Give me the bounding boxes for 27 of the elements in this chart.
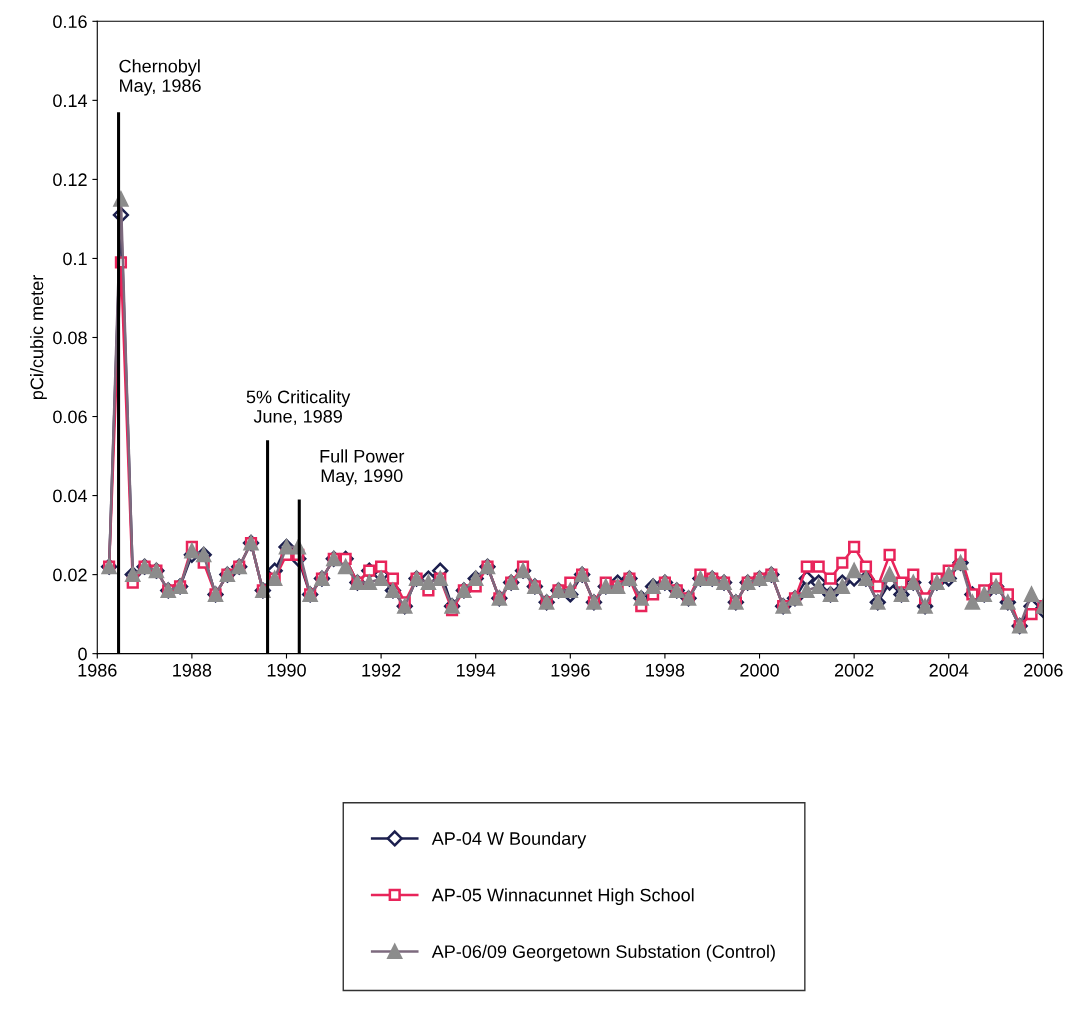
x-tick-label: 1986	[78, 663, 117, 677]
legend-label: AP-05 Winnacunnet High School	[431, 888, 694, 906]
legend-label: AP-06/09 Georgetown Substation (Control)	[431, 944, 775, 962]
x-tick-label: 1992	[362, 663, 401, 677]
x-tick-label: 1994	[457, 663, 496, 677]
x-tick-label: 1998	[646, 663, 685, 677]
y-tick-label: 0	[78, 647, 87, 661]
y-axis-title: pCi/cubic meter	[30, 275, 47, 400]
annotation: Chernobyl May, 1986	[119, 59, 201, 96]
annotation: Full Power May, 1990	[320, 449, 405, 486]
y-tick-label: 0.02	[53, 568, 87, 582]
y-tick-label: 0.06	[53, 410, 87, 424]
y-tick-label: 0.14	[53, 94, 88, 108]
x-tick-label: 2006	[1024, 663, 1063, 677]
y-tick-label: 0.08	[53, 331, 87, 345]
y-tick-label: 0.12	[53, 173, 87, 187]
y-tick-label: 0.16	[53, 15, 87, 29]
annotation: 5% Criticality June, 1989	[246, 390, 351, 425]
x-tick-label: 1988	[173, 663, 212, 677]
legend-label: AP-04 W Boundary	[431, 831, 587, 849]
x-tick-label: 2000	[740, 663, 779, 677]
x-tick-label: 2004	[929, 663, 969, 677]
x-tick-label: 1990	[267, 663, 306, 677]
y-tick-label: 0.1	[63, 252, 87, 266]
x-tick-label: 2002	[834, 663, 874, 677]
x-tick-label: 1996	[551, 663, 590, 677]
y-tick-label: 0.04	[53, 489, 88, 503]
